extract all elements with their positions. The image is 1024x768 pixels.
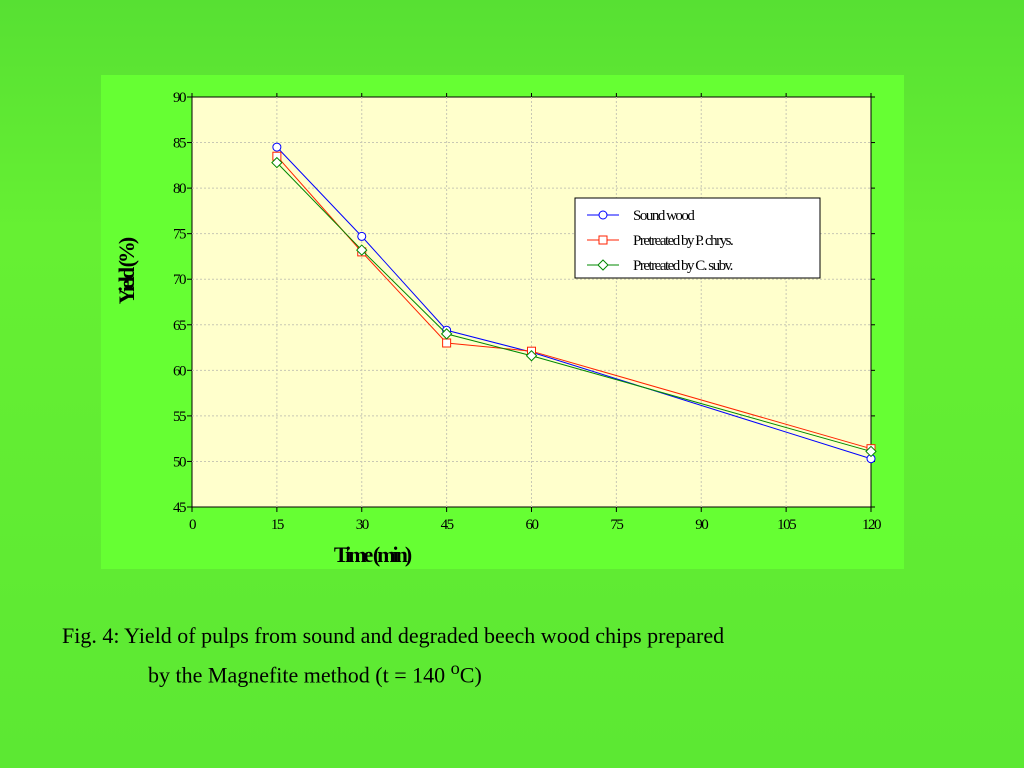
legend: Sound wood Pretreated by P. chrys. Pretrea… [574, 197, 821, 279]
legend-item: Pretreated by C. subv. [587, 258, 734, 274]
x-tick-label: 120 [862, 517, 881, 533]
y-tick-label: 55 [173, 409, 186, 425]
x-tick-label: 30 [356, 517, 369, 533]
data-point-diamond [525, 350, 538, 362]
x-tick-label: 105 [777, 517, 796, 533]
y-tick-label: 80 [173, 181, 186, 197]
data-point-circle [598, 210, 608, 220]
y-tick-label: 90 [173, 90, 186, 106]
figure-caption: Fig. 4: Yield of pulps from sound and de… [62, 619, 962, 691]
x-tick-label: 45 [441, 517, 454, 533]
legend-label: Pretreated by P. chrys. [633, 233, 733, 249]
x-tick-label: 75 [610, 517, 623, 533]
data-point-square [442, 338, 452, 348]
data-point-square [598, 235, 608, 245]
data-point-circle [357, 231, 367, 241]
series [271, 142, 877, 464]
x-tick-label: 15 [271, 517, 284, 533]
caption-degree-superscript: o [450, 658, 460, 678]
x-axis-title: Time (min) [334, 542, 412, 567]
caption-line-1: Fig. 4: Yield of pulps from sound and de… [62, 623, 725, 648]
y-tick-label: 60 [173, 363, 186, 379]
legend-item: Pretreated by P. chrys. [587, 233, 734, 249]
legend-label: Pretreated by C. subv. [633, 258, 733, 274]
data-point-diamond [356, 244, 368, 256]
data-point-circle [272, 142, 282, 152]
y-tick-label: 75 [173, 227, 186, 243]
y-tick-label: 85 [173, 136, 186, 152]
data-point-diamond [865, 445, 877, 458]
caption-line-2: by the Magnefite method (t = 140 oC) [62, 652, 962, 691]
y-tick-label: 45 [173, 500, 186, 516]
caption-line-2-text: by the Magnefite method (t = 140 [148, 662, 451, 688]
legend-item: Sound wood [587, 208, 697, 224]
x-tick-label: 0 [189, 517, 196, 533]
series-pretreated-by-c-subv [271, 156, 877, 458]
y-tick-label: 70 [173, 272, 186, 288]
data-point-diamond [271, 156, 283, 169]
x-tick-label: 90 [695, 517, 708, 533]
legend-label: Sound wood [633, 208, 695, 224]
caption-line-2-unit: C) [459, 662, 482, 688]
x-tick-label: 60 [526, 517, 539, 533]
y-tick-label: 65 [173, 318, 186, 334]
y-axis-title: Yield (%) [114, 237, 139, 304]
data-point-diamond [597, 259, 609, 271]
data-point-diamond [440, 328, 453, 340]
y-tick-label: 50 [173, 454, 186, 470]
axes: 0 15 30 45 60 75 90 105 120 45 50 55 60 65 70 75 80 85 90 [173, 90, 883, 533]
